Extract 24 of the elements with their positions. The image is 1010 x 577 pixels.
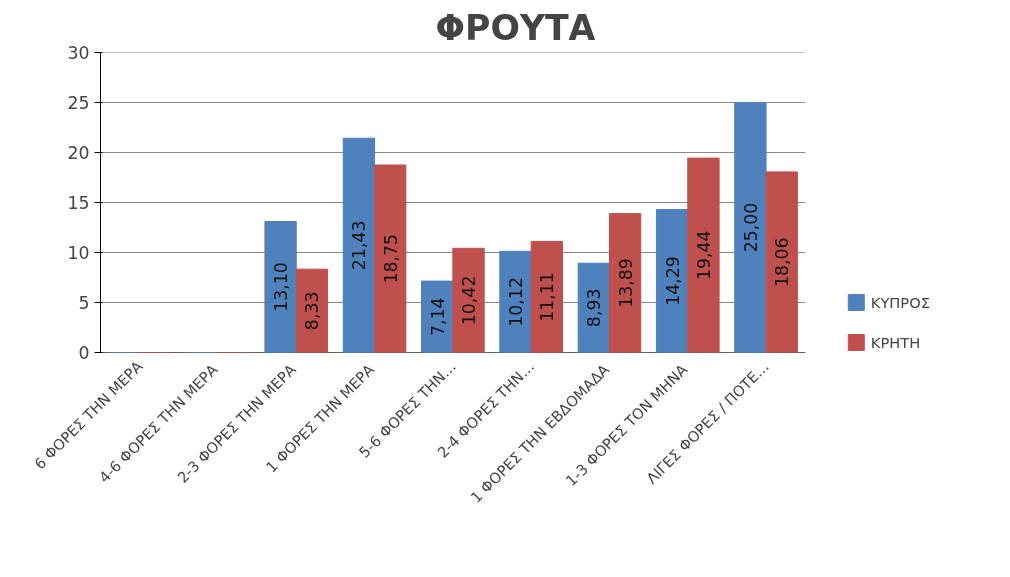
data-label: 25,00 xyxy=(740,202,761,253)
y-tick-label: 10 xyxy=(67,243,90,263)
data-label: 7,14 xyxy=(427,297,448,337)
data-label: 13,10 xyxy=(271,262,292,312)
data-label: 19,44 xyxy=(693,230,714,281)
data-label: 10,42 xyxy=(459,275,480,326)
y-tick-label: 25 xyxy=(67,93,90,113)
legend-label: ΚΥΠΡΟΣ xyxy=(870,293,930,311)
legend-label: ΚΡΗΤΗ xyxy=(870,333,921,351)
chart-title: ΦΡΟΥΤΑ xyxy=(435,7,596,48)
y-tick-label: 0 xyxy=(78,343,90,363)
y-tick-label: 15 xyxy=(67,193,90,213)
y-tick-label: 30 xyxy=(67,43,90,63)
y-tick-label: 20 xyxy=(67,143,90,163)
data-label: 11,11 xyxy=(537,272,558,322)
data-label: 21,43 xyxy=(349,220,370,271)
data-label: 14,29 xyxy=(662,256,683,306)
data-label: 10,12 xyxy=(506,277,526,327)
y-tick-label: 5 xyxy=(78,293,90,313)
data-label: 8,93 xyxy=(584,288,605,328)
data-label: 8,33 xyxy=(302,291,323,331)
data-label: 13,89 xyxy=(615,258,636,308)
data-label: 18,06 xyxy=(772,237,793,287)
data-label: 18,75 xyxy=(380,233,401,284)
